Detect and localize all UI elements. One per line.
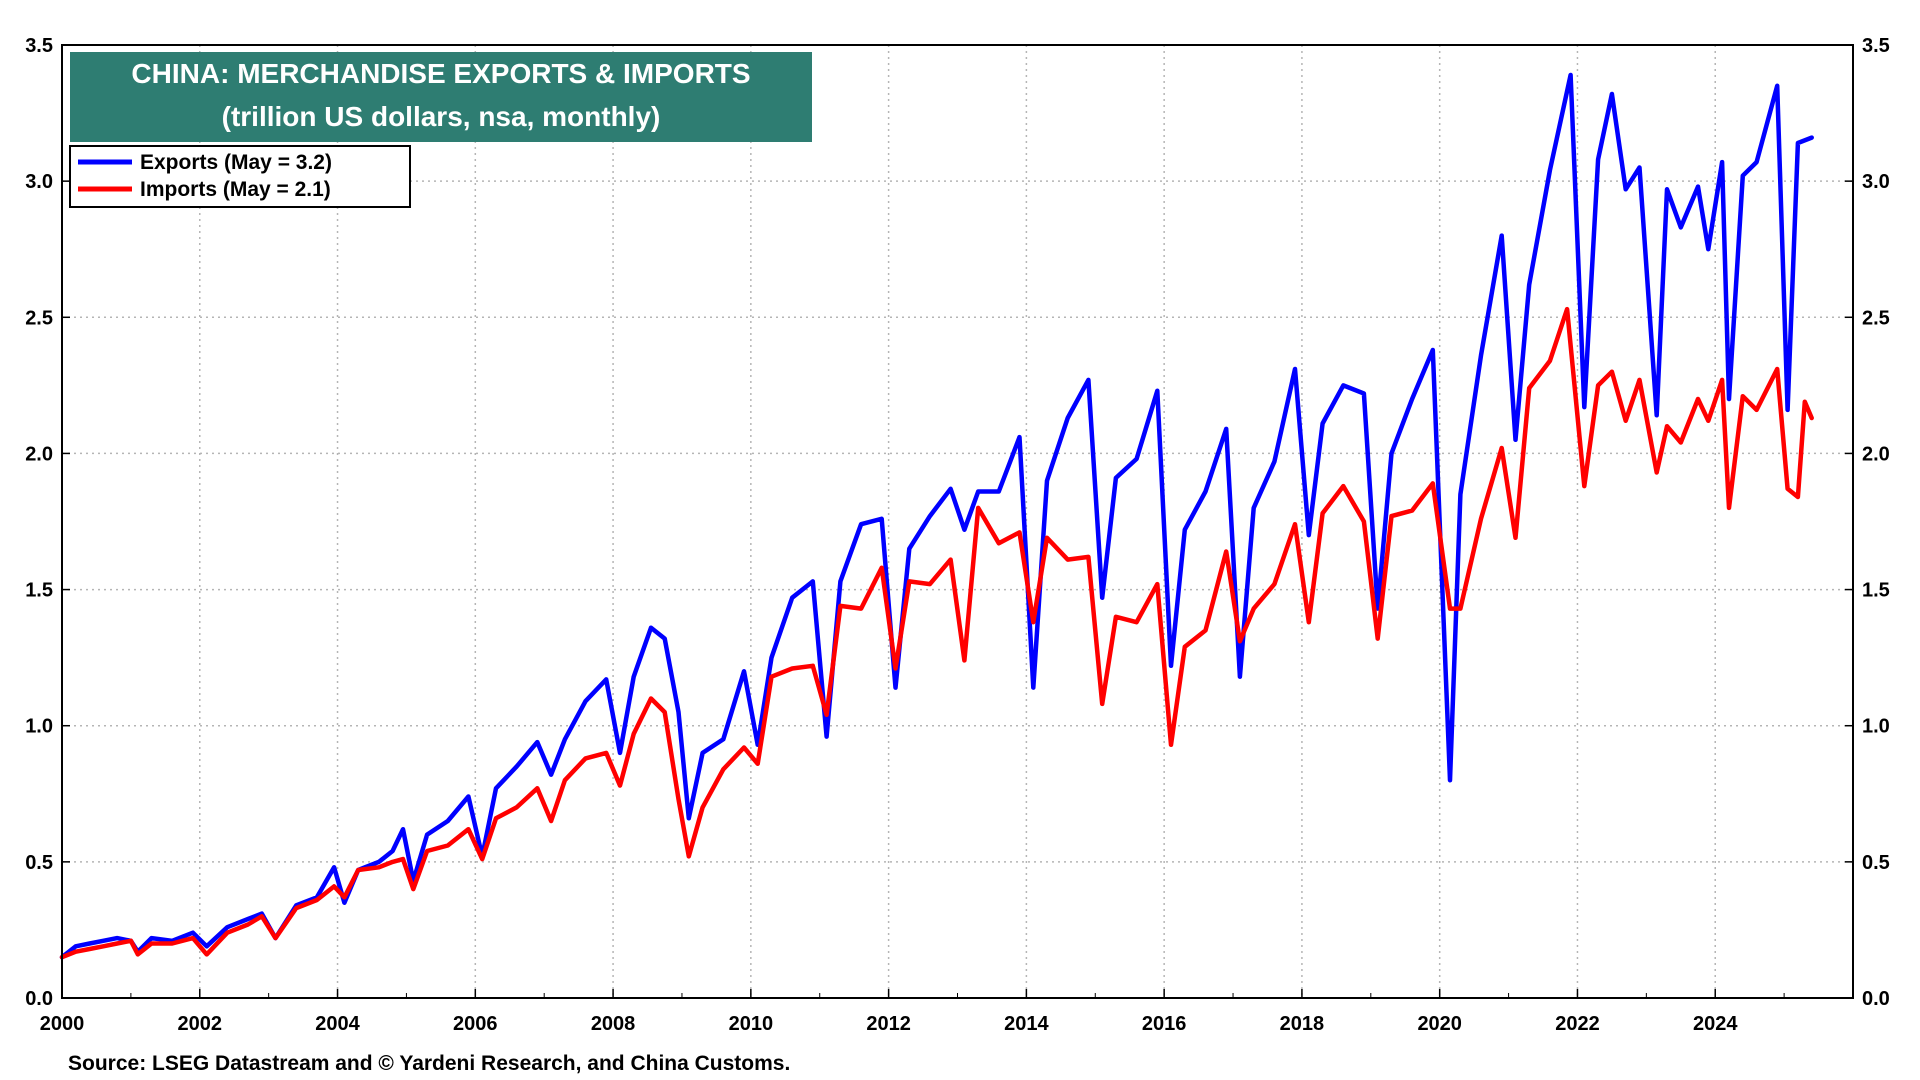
- y-tick-label-right: 2.5: [1862, 307, 1890, 329]
- y-tick-label-left: 2.0: [25, 443, 53, 465]
- x-tick-label: 2014: [1004, 1013, 1049, 1035]
- y-tick-label-left: 3.5: [25, 35, 53, 57]
- y-tick-label-left: 3.0: [25, 171, 53, 193]
- x-tick-label: 2022: [1555, 1013, 1600, 1035]
- x-tick-label: 2012: [866, 1013, 911, 1035]
- x-tick-label: 2008: [591, 1013, 636, 1035]
- legend-label-exports: Exports (May = 3.2): [140, 151, 332, 174]
- x-tick-label: 2020: [1417, 1013, 1462, 1035]
- y-tick-label-left: 0.0: [25, 988, 53, 1010]
- source-note: Source: LSEG Datastream and © Yardeni Re…: [68, 1052, 790, 1075]
- chart-subtitle: (trillion US dollars, nsa, monthly): [222, 101, 661, 132]
- x-tick-label: 2010: [729, 1013, 774, 1035]
- y-tick-label-right: 3.0: [1862, 171, 1890, 193]
- chart-title: CHINA: MERCHANDISE EXPORTS & IMPORTS: [131, 58, 750, 89]
- y-tick-label-left: 1.0: [25, 716, 53, 738]
- x-tick-label: 2002: [178, 1013, 223, 1035]
- legend-label-imports: Imports (May = 2.1): [140, 178, 331, 201]
- series-line-imports: [59, 306, 1814, 960]
- x-tick-label: 2000: [40, 1013, 85, 1035]
- x-tick-label: 2006: [453, 1013, 498, 1035]
- axis-ticks: 0.0 0.0 0.5 0.5 1.0 1.0 1.5 1.5 2.0 2.0 2.5 2.5 3.0 3…: [25, 35, 1890, 1035]
- y-tick-label-left: 1.5: [25, 580, 53, 602]
- y-tick-label-right: 1.5: [1862, 580, 1890, 602]
- y-tick-label-right: 0.0: [1862, 988, 1890, 1010]
- grid-lines: [62, 45, 1853, 998]
- y-tick-label-right: 0.5: [1862, 852, 1890, 874]
- y-tick-label-right: 3.5: [1862, 35, 1890, 57]
- x-tick-label: 2016: [1142, 1013, 1187, 1035]
- y-tick-label-left: 2.5: [25, 307, 53, 329]
- series-layer: [59, 72, 1814, 960]
- y-tick-label-right: 2.0: [1862, 443, 1890, 465]
- x-tick-label: 2024: [1693, 1013, 1738, 1035]
- title-box: CHINA: MERCHANDISE EXPORTS & IMPORTS (tr…: [70, 52, 812, 142]
- legend: Exports (May = 3.2) Imports (May = 2.1): [69, 145, 411, 208]
- y-tick-label-right: 1.0: [1862, 716, 1890, 738]
- y-tick-label-left: 0.5: [25, 852, 53, 874]
- x-tick-label: 2004: [315, 1013, 360, 1035]
- x-tick-label: 2018: [1280, 1013, 1325, 1035]
